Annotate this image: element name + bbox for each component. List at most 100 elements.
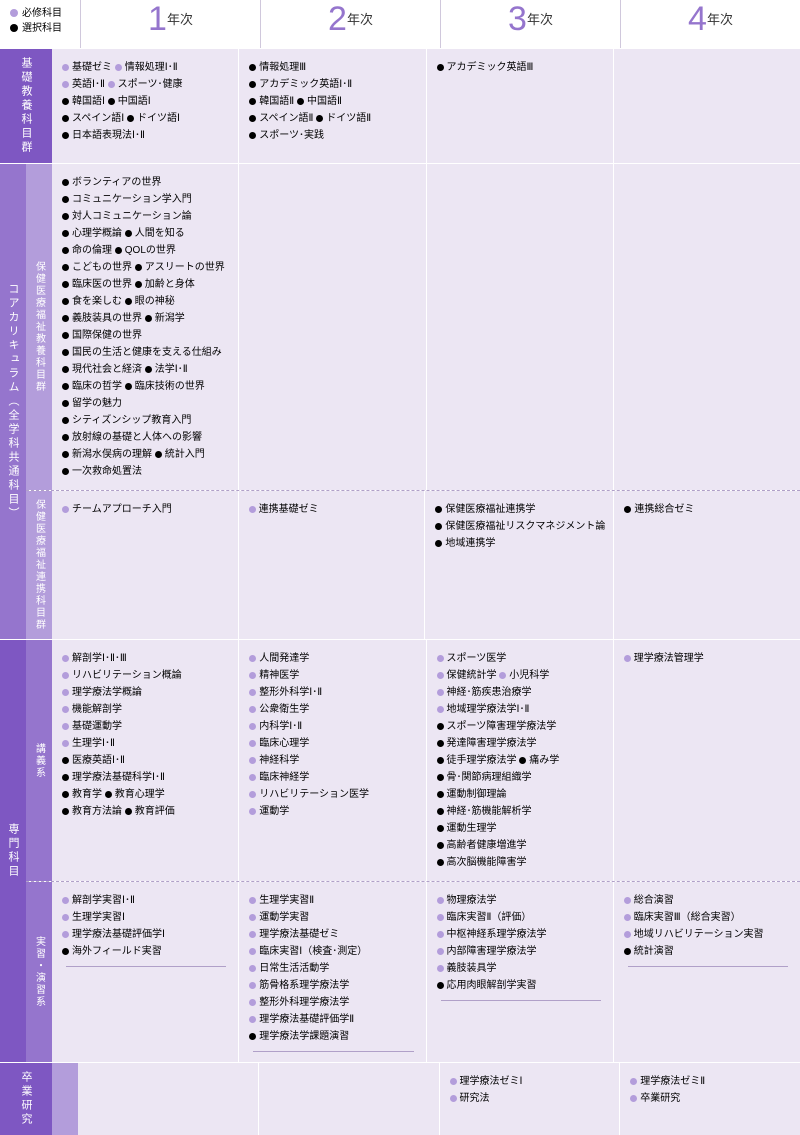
course-item: 神経科学 [249,755,299,766]
subsection-label: 講義系 [26,640,52,881]
course-item: 臨床医の世界 [62,279,132,290]
course-item: 卒業研究 [630,1093,680,1104]
year-cell [613,164,800,490]
section: 専門科目講義系解剖学Ⅰ･Ⅱ･Ⅲ リハビリテーション概論 理学療法学概論 機能解剖… [0,639,800,1062]
year-header-3: 3年次 [440,0,620,48]
course-item: 理学療法ゼミⅡ [630,1076,705,1087]
course-item: アカデミック英語Ⅰ･Ⅱ [249,79,352,90]
section: 卒業研究 理学療法ゼミⅠ 研究法 理学療法ゼミⅡ 卒業研究 [0,1062,800,1135]
year-header-1: 1年次 [80,0,260,48]
course-item: 留学の魅力 [62,398,122,409]
course-item: 機能解剖学 [62,704,122,715]
course-item: 総合演習 [624,895,674,906]
course-item: 英語Ⅰ･Ⅱ [62,79,105,90]
year-cell: 物理療法学 臨床実習Ⅱ（評価） 中枢神経系理学療法学 内部障害理学療法学 義肢装… [426,882,613,1062]
course-item: 人間発達学 [249,653,309,664]
course-item: 国民の生活と健康を支える仕組み [62,347,222,358]
course-item: 法学Ⅰ･Ⅱ [145,364,188,375]
course-item: 高齢者健康増進学 [437,840,527,851]
course-item: 国際保健の世界 [62,330,142,341]
course-item: 理学療法学概論 [62,687,142,698]
course-item: 理学療法ゼミⅠ [450,1076,523,1087]
course-item: 運動学実習 [249,912,309,923]
course-item: 中国語Ⅱ [297,96,342,107]
year-cell: 理学療法ゼミⅡ 卒業研究 [619,1063,800,1135]
year-cell [238,164,425,490]
legend: 必修科目 選択科目 [10,6,62,36]
course-item: 研究法 [450,1093,490,1104]
year-cell: 保健医療福祉連携学 保健医療福祉リスクマネジメント論 地域連携学 [424,491,613,639]
header-row: 必修科目 選択科目 1年次2年次3年次4年次 [0,0,800,48]
course-item: 保健統計学 [437,670,497,681]
course-item: 地域理学療法学Ⅰ･Ⅱ [437,704,530,715]
year-cell [78,1063,258,1135]
course-item: 放射線の基礎と人体への影響 [62,432,202,443]
year-cell: 基礎ゼミ 情報処理Ⅰ･Ⅱ 英語Ⅰ･Ⅱ スポーツ･健康 韓国語Ⅰ 中国語Ⅰ スペイ… [52,49,238,163]
course-item: 連携総合ゼミ [624,504,694,515]
course-item: 保健医療福祉連携学 [435,504,535,515]
course-item: 生理学実習Ⅰ [62,912,125,923]
course-item: アカデミック英語Ⅲ [437,62,534,73]
course-item: 内部障害理学療法学 [437,946,537,957]
course-item: 中国語Ⅰ [108,96,151,107]
year-cell [426,164,613,490]
course-item: 理学療法基礎科学Ⅰ･Ⅱ [62,772,165,783]
year-cell: 解剖学Ⅰ･Ⅱ･Ⅲ リハビリテーション概論 理学療法学概論 機能解剖学 基礎運動学… [52,640,238,881]
course-item: 日本語表現法Ⅰ･Ⅱ [62,130,145,141]
course-item: 精神医学 [249,670,299,681]
course-item: 日常生活活動学 [249,963,329,974]
course-item: リハビリテーション概論 [62,670,182,681]
course-item: 内科学Ⅰ･Ⅱ [249,721,302,732]
course-item: シティズンシップ教育入門 [62,415,191,426]
section-label: 専門科目 [0,640,26,1062]
course-item: 命の倫理 [62,245,112,256]
course-item: 高次脳機能障害学 [437,857,527,868]
course-item: 理学療法基礎評価学Ⅱ [249,1014,354,1025]
course-item: 基礎ゼミ [62,62,112,73]
table-body: 基礎教養科目群基礎ゼミ 情報処理Ⅰ･Ⅱ 英語Ⅰ･Ⅱ スポーツ･健康 韓国語Ⅰ 中… [0,48,800,1135]
curriculum-table: 必修科目 選択科目 1年次2年次3年次4年次 基礎教養科目群基礎ゼミ 情報処理Ⅰ… [0,0,800,1135]
subsection-label: 実習・演習系 [26,882,52,1062]
course-item: ボランティアの世界 [62,177,161,188]
section: 基礎教養科目群基礎ゼミ 情報処理Ⅰ･Ⅱ 英語Ⅰ･Ⅱ スポーツ･健康 韓国語Ⅰ 中… [0,48,800,163]
course-item: 新潟水俣病の理解 [62,449,152,460]
course-item: 運動学 [249,806,289,817]
course-item: 小児科学 [499,670,549,681]
course-item: 臨床心理学 [249,738,309,749]
course-item: 情報処理Ⅰ･Ⅱ [115,62,178,73]
course-item: アスリートの世界 [135,262,225,273]
course-item: 運動生理学 [437,823,497,834]
course-item: 痛み学 [519,755,559,766]
year-cell: 情報処理Ⅲ アカデミック英語Ⅰ･Ⅱ 韓国語Ⅱ 中国語Ⅱ スペイン語Ⅱ ドイツ語Ⅱ… [238,49,425,163]
course-item: 理学療法基礎評価学Ⅰ [62,929,165,940]
course-item: ドイツ語Ⅱ [316,113,371,124]
course-item: 臨床技術の世界 [125,381,205,392]
course-item: 整形外科理学療法学 [249,997,349,1008]
course-item: 義肢装具学 [437,963,497,974]
course-item: 臨床実習Ⅱ（評価） [437,912,532,923]
course-item: 地域リハビリテーション実習 [624,929,764,940]
course-item: 物理療法学 [437,895,497,906]
year-cell: チームアプローチ入門 [52,491,238,639]
course-item: 海外フィールド実習 [62,946,162,957]
course-item: 生理学実習Ⅱ [249,895,314,906]
course-item: 新潟学 [145,313,185,324]
course-item: 臨床実習Ⅰ（検査･測定） [249,946,367,957]
course-item: 理学療法基礎ゼミ [249,929,339,940]
course-item: 眼の神秘 [125,296,175,307]
course-item: 食を楽しむ [62,296,122,307]
course-item: 韓国語Ⅱ [249,96,294,107]
course-item: 人間を知る [125,228,185,239]
course-item: 地域連携学 [435,538,495,549]
course-item: 教育学 [62,789,102,800]
course-item: 応用肉眼解剖学実習 [437,980,537,991]
course-item: 臨床実習Ⅲ（総合実習） [624,912,741,923]
section: コアカリキュラム（全学科共通科目）保健医療福祉教養科目群ボランティアの世界 コミ… [0,163,800,639]
course-item: 情報処理Ⅲ [249,62,306,73]
course-item: 医療英語Ⅰ･Ⅱ [62,755,125,766]
course-item: 教育方法論 [62,806,122,817]
course-item: 徒手理学療法学 [437,755,517,766]
course-item: 統計演習 [624,946,674,957]
course-item: 神経･筋機能解析学 [437,806,532,817]
course-item: 骨･関節病理組織学 [437,772,532,783]
